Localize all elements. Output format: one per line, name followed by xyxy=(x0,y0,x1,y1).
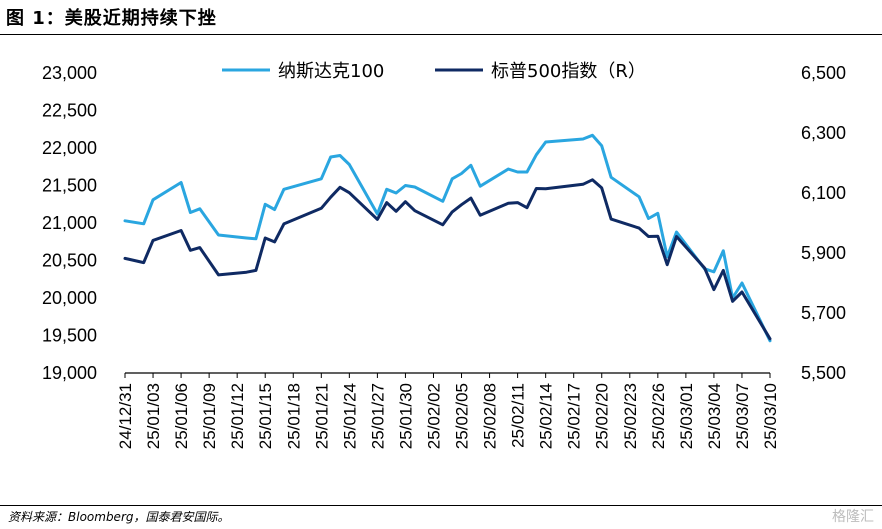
y-right-tick-label: 5,500 xyxy=(801,363,846,383)
x-tick-label: 25/01/21 xyxy=(312,383,331,449)
figure-title: 图 1：美股近期持续下挫 xyxy=(6,8,217,29)
x-tick-label: 25/01/03 xyxy=(144,383,163,449)
footer-rule xyxy=(0,505,882,506)
x-tick-label: 25/01/24 xyxy=(340,383,359,449)
x-tick-label: 25/02/11 xyxy=(509,383,528,448)
x-tick-label: 25/01/15 xyxy=(256,383,275,449)
legend-sp500-label: 标普500指数（R） xyxy=(491,61,646,82)
y-left-tick-label: 20,500 xyxy=(42,251,97,271)
y-left-tick-label: 19,500 xyxy=(42,326,97,346)
y-right-tick-label: 6,300 xyxy=(801,123,846,143)
x-tick-label: 25/02/26 xyxy=(649,383,668,449)
x-tick-label: 25/02/08 xyxy=(481,383,500,449)
y-right-tick-label: 5,700 xyxy=(801,303,846,323)
source-note: 资料来源：Bloomberg，国泰君安国际。 xyxy=(8,510,230,524)
y-left-tick-label: 20,000 xyxy=(42,288,97,308)
x-tick-label: 25/01/18 xyxy=(284,383,303,449)
x-tick-label: 25/02/02 xyxy=(424,383,443,449)
y-right-tick-label: 6,500 xyxy=(801,63,846,83)
y-left-tick-label: 19,000 xyxy=(42,363,97,383)
x-tick-label: 25/01/06 xyxy=(172,383,191,449)
x-tick-label: 25/02/23 xyxy=(621,383,640,449)
nasdaq100-series-line xyxy=(123,133,772,343)
sp500-series-line xyxy=(123,178,772,341)
y-right-tick-label: 6,100 xyxy=(801,183,846,203)
x-tick-label: 25/01/30 xyxy=(396,383,415,449)
x-tick-label: 25/01/12 xyxy=(228,383,247,449)
watermark-logo: 格隆汇 xyxy=(832,509,874,525)
y-left-tick-label: 22,500 xyxy=(42,101,97,121)
x-tick-label: 25/02/17 xyxy=(565,383,584,449)
x-tick-label: 25/02/14 xyxy=(537,383,556,449)
x-tick-label: 24/12/31 xyxy=(116,383,135,449)
x-tick-label: 25/03/10 xyxy=(761,383,780,449)
x-tick-label: 25/02/20 xyxy=(593,383,612,449)
y-left-tick-label: 21,500 xyxy=(42,176,97,196)
y-left-tick-label: 22,000 xyxy=(42,138,97,158)
title-rule xyxy=(0,34,882,35)
x-tick-label: 25/01/27 xyxy=(368,383,387,449)
x-tick-label: 25/03/01 xyxy=(677,383,696,449)
x-tick-label: 25/02/05 xyxy=(453,383,472,449)
y-right-tick-label: 5,900 xyxy=(801,243,846,263)
y-left-tick-label: 23,000 xyxy=(42,63,97,83)
y-left-tick-label: 21,000 xyxy=(42,213,97,233)
x-tick-label: 25/01/09 xyxy=(200,383,219,449)
x-tick-label: 25/03/07 xyxy=(733,383,752,449)
x-tick-label: 25/03/04 xyxy=(705,383,724,449)
legend-nasdaq100-label: 纳斯达克100 xyxy=(278,61,384,82)
